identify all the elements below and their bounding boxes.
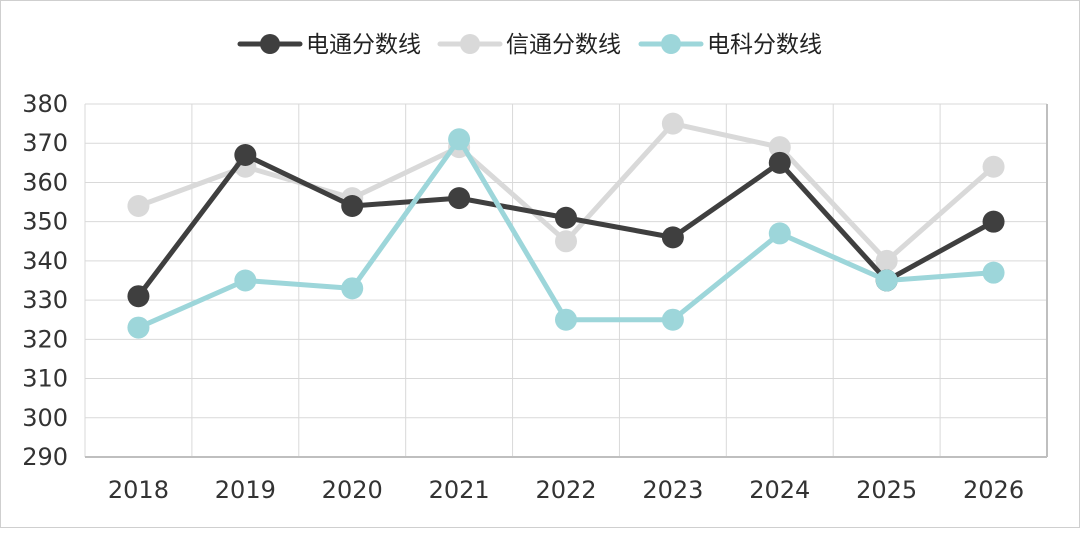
data-point — [875, 269, 898, 292]
data-point — [555, 230, 577, 253]
legend-item: 电科分数线 — [638, 32, 822, 58]
plot-area — [84, 103, 1048, 458]
data-point — [448, 187, 471, 210]
y-axis-tick-labels: 290 300 310 320 330 340 350 360 370 380 — [22, 90, 68, 471]
x-tick-label: 2019 — [215, 476, 276, 504]
data-point — [661, 226, 684, 249]
x-tick-label: 2025 — [856, 476, 917, 504]
data-point — [341, 194, 364, 217]
data-point — [555, 308, 577, 331]
data-point — [768, 136, 791, 159]
data-point — [234, 143, 257, 166]
y-tick-label: 310 — [22, 365, 68, 393]
data-point — [448, 128, 471, 151]
data-point — [127, 285, 150, 308]
legend-marker — [661, 34, 681, 54]
legend-label: 信通分数线 — [506, 32, 621, 58]
x-tick-label: 2018 — [108, 476, 169, 504]
y-tick-label: 350 — [22, 208, 68, 236]
y-tick-label: 290 — [22, 443, 68, 471]
x-tick-label: 2024 — [749, 476, 810, 504]
y-tick-label: 340 — [22, 247, 68, 275]
series-3 — [127, 128, 1005, 339]
data-point — [127, 316, 150, 339]
y-tick-label: 320 — [22, 325, 68, 353]
legend-item: 信通分数线 — [437, 32, 621, 58]
data-point — [982, 210, 1005, 233]
data-point — [127, 194, 150, 217]
legend-marker — [460, 34, 480, 54]
x-tick-label: 2026 — [963, 476, 1024, 504]
y-tick-label: 330 — [22, 286, 68, 314]
x-tick-label: 2021 — [429, 476, 490, 504]
x-tick-label: 2022 — [535, 476, 596, 504]
x-tick-label: 2023 — [642, 476, 703, 504]
legend-marker — [260, 34, 280, 54]
data-point — [982, 155, 1005, 178]
data-point — [661, 112, 684, 135]
data-point — [341, 277, 364, 300]
axes — [85, 104, 1048, 458]
y-tick-label: 360 — [22, 168, 68, 196]
y-tick-label: 380 — [22, 90, 68, 118]
y-tick-label: 370 — [22, 129, 68, 157]
data-point — [982, 261, 1005, 284]
legend: 电通分数线 信通分数线 电科分数线 — [237, 32, 822, 58]
legend-label: 电科分数线 — [707, 32, 822, 58]
data-point — [875, 249, 898, 272]
data-point — [768, 151, 791, 174]
data-point — [661, 308, 684, 331]
data-point — [555, 206, 577, 229]
legend-label: 电通分数线 — [306, 32, 421, 58]
x-axis-tick-labels: 2018 2019 2020 2021 2022 2023 2024 2025 2026 — [108, 476, 1024, 504]
data-point — [234, 269, 257, 292]
y-tick-label: 300 — [22, 404, 68, 432]
data-point — [768, 222, 791, 245]
legend-item: 电通分数线 — [237, 32, 421, 58]
x-tick-label: 2020 — [322, 476, 383, 504]
series-layer — [127, 112, 1005, 339]
